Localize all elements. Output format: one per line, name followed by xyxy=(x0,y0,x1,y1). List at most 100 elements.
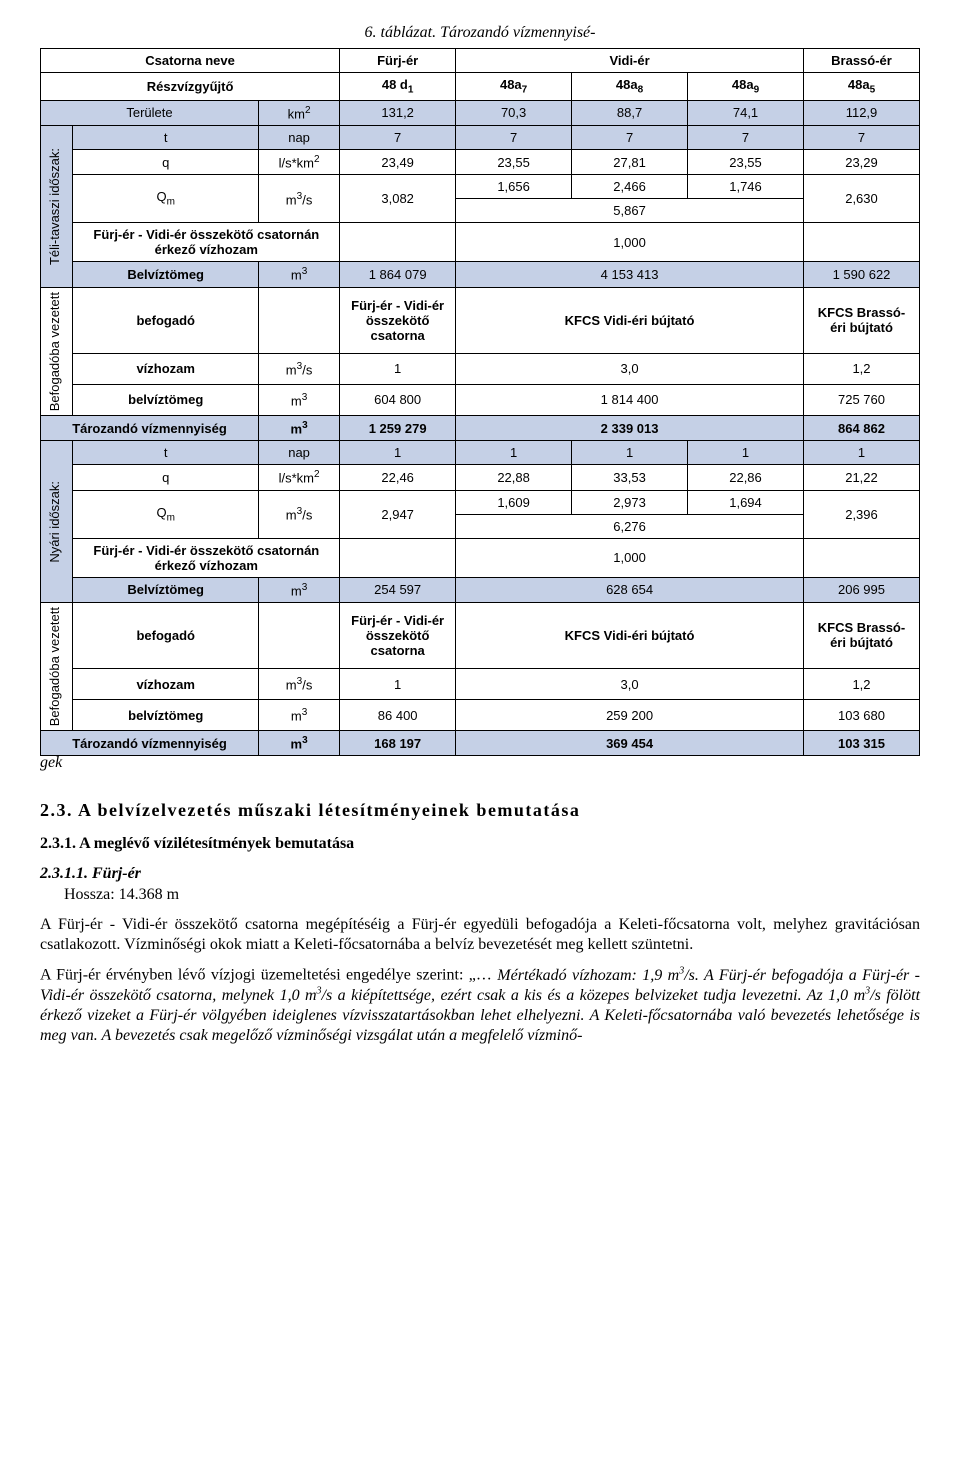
cell: 22,86 xyxy=(688,465,804,490)
cell: 3,082 xyxy=(340,175,456,223)
cell: 259 200 xyxy=(456,700,804,731)
table-caption: 6. táblázat. Tározandó vízmennyisé- xyxy=(40,24,920,42)
unit-m3s: m3/s xyxy=(258,353,339,384)
row-t: t xyxy=(73,125,259,149)
cell: 131,2 xyxy=(340,100,456,125)
cell: 2,466 xyxy=(572,175,688,199)
cell: KFCS Brassó-éri bújtató xyxy=(804,602,920,668)
paragraph-1: A Fürj-ér - Vidi-ér összekötő csatorna m… xyxy=(40,915,920,955)
cell: 4 153 413 xyxy=(456,262,804,287)
cell-empty xyxy=(258,287,339,353)
cell: 21,22 xyxy=(804,465,920,490)
row-Qm: Qm xyxy=(73,175,259,223)
cell: 1 xyxy=(340,441,456,465)
cell-empty xyxy=(804,223,920,262)
row-connector: Fürj-ér - Vidi-ér összekötő csatornán ér… xyxy=(73,538,340,577)
row-t: t xyxy=(73,441,259,465)
cell: 369 454 xyxy=(456,731,804,756)
unit-lskm2: l/s*km2 xyxy=(258,465,339,490)
cell: 1,000 xyxy=(456,538,804,577)
cell: 6,276 xyxy=(456,514,804,538)
cell: 1,000 xyxy=(456,223,804,262)
row-Qm: Qm xyxy=(73,490,259,538)
cell: 254 597 xyxy=(340,577,456,602)
cell: 70,3 xyxy=(456,100,572,125)
line-hossza: Hossza: 14.368 m xyxy=(64,885,920,905)
unit-km2: km2 xyxy=(258,100,339,125)
cell: 2,947 xyxy=(340,490,456,538)
cell: 7 xyxy=(572,125,688,149)
hdr-a7: 48a7 xyxy=(456,73,572,101)
cell: KFCS Vidi-éri bújtató xyxy=(456,287,804,353)
row-vizhozam: vízhozam xyxy=(73,353,259,384)
cell: 23,55 xyxy=(456,149,572,174)
row-vizhozam: vízhozam xyxy=(73,669,259,700)
hdr-brasso: Brassó-ér xyxy=(804,49,920,73)
row-tarozando1: Tározandó vízmennyiség xyxy=(41,415,259,440)
fragment-gek: gek xyxy=(40,754,920,772)
cell: 1 xyxy=(340,353,456,384)
cell: 725 760 xyxy=(804,384,920,415)
hdr-a9: 48a9 xyxy=(688,73,804,101)
cell: 604 800 xyxy=(340,384,456,415)
cell: Fürj-ér - Vidi-ér összekötő csatorna xyxy=(340,602,456,668)
cell: 1,2 xyxy=(804,669,920,700)
group-befo1: Befogadóba vezetett xyxy=(41,287,73,415)
cell: 33,53 xyxy=(572,465,688,490)
unit-m3: m3 xyxy=(258,415,339,440)
cell: 1 259 279 xyxy=(340,415,456,440)
cell: 103 680 xyxy=(804,700,920,731)
cell: 3,0 xyxy=(456,669,804,700)
cell: 7 xyxy=(804,125,920,149)
unit-nap: nap xyxy=(258,441,339,465)
row-belviztomeg2: belvíztömeg xyxy=(73,384,259,415)
group-nyari: Nyári időszak: xyxy=(41,441,73,603)
row-q: q xyxy=(73,465,259,490)
row-befogado: befogadó xyxy=(73,287,259,353)
hdr-a5: 48a5 xyxy=(804,73,920,101)
cell: 2,630 xyxy=(804,175,920,223)
cell: 3,0 xyxy=(456,353,804,384)
cell-empty xyxy=(804,538,920,577)
cell-empty xyxy=(258,602,339,668)
group-teli: Téli-tavaszi időszak: xyxy=(41,125,73,287)
unit-m3: m3 xyxy=(258,262,339,287)
unit-nap: nap xyxy=(258,125,339,149)
unit-m3: m3 xyxy=(258,700,339,731)
cell: KFCS Vidi-éri bújtató xyxy=(456,602,804,668)
row-terulete: Területe xyxy=(41,100,259,125)
cell: 2,973 xyxy=(572,490,688,514)
hdr-d1: 48 d1 xyxy=(340,73,456,101)
cell: 23,29 xyxy=(804,149,920,174)
unit-m3: m3 xyxy=(258,384,339,415)
cell: 1 864 079 xyxy=(340,262,456,287)
cell: 88,7 xyxy=(572,100,688,125)
unit-m3s: m3/s xyxy=(258,175,339,223)
heading-2-3-1: 2.3.1. A meglévő vízilétesítmények bemut… xyxy=(40,835,920,853)
row-tarozando2: Tározandó vízmennyiség xyxy=(41,731,259,756)
cell: 2 339 013 xyxy=(456,415,804,440)
cell: 103 315 xyxy=(804,731,920,756)
cell: 7 xyxy=(688,125,804,149)
heading-2-3: 2.3. A belvízelvezetés műszaki létesítmé… xyxy=(40,800,920,821)
paragraph-2: A Fürj-ér érvényben lévő vízjogi üzemelt… xyxy=(40,965,920,1046)
unit-m3: m3 xyxy=(258,577,339,602)
row-connector: Fürj-ér - Vidi-ér összekötő csatornán ér… xyxy=(73,223,340,262)
hdr-a8: 48a8 xyxy=(572,73,688,101)
hdr-furj: Fürj-ér xyxy=(340,49,456,73)
cell: 1 xyxy=(456,441,572,465)
cell: 206 995 xyxy=(804,577,920,602)
cell: 86 400 xyxy=(340,700,456,731)
group-befo2: Befogadóba vezetett xyxy=(41,602,73,730)
cell: 1 814 400 xyxy=(456,384,804,415)
cell: 1,694 xyxy=(688,490,804,514)
cell: 27,81 xyxy=(572,149,688,174)
unit-lskm2: l/s*km2 xyxy=(258,149,339,174)
cell: 2,396 xyxy=(804,490,920,538)
hdr-reszviz: Részvízgyűjtő xyxy=(41,73,340,101)
cell: 7 xyxy=(340,125,456,149)
cell: Fürj-ér - Vidi-ér összekötő csatorna xyxy=(340,287,456,353)
cell: 112,9 xyxy=(804,100,920,125)
cell: 1,656 xyxy=(456,175,572,199)
cell: 74,1 xyxy=(688,100,804,125)
